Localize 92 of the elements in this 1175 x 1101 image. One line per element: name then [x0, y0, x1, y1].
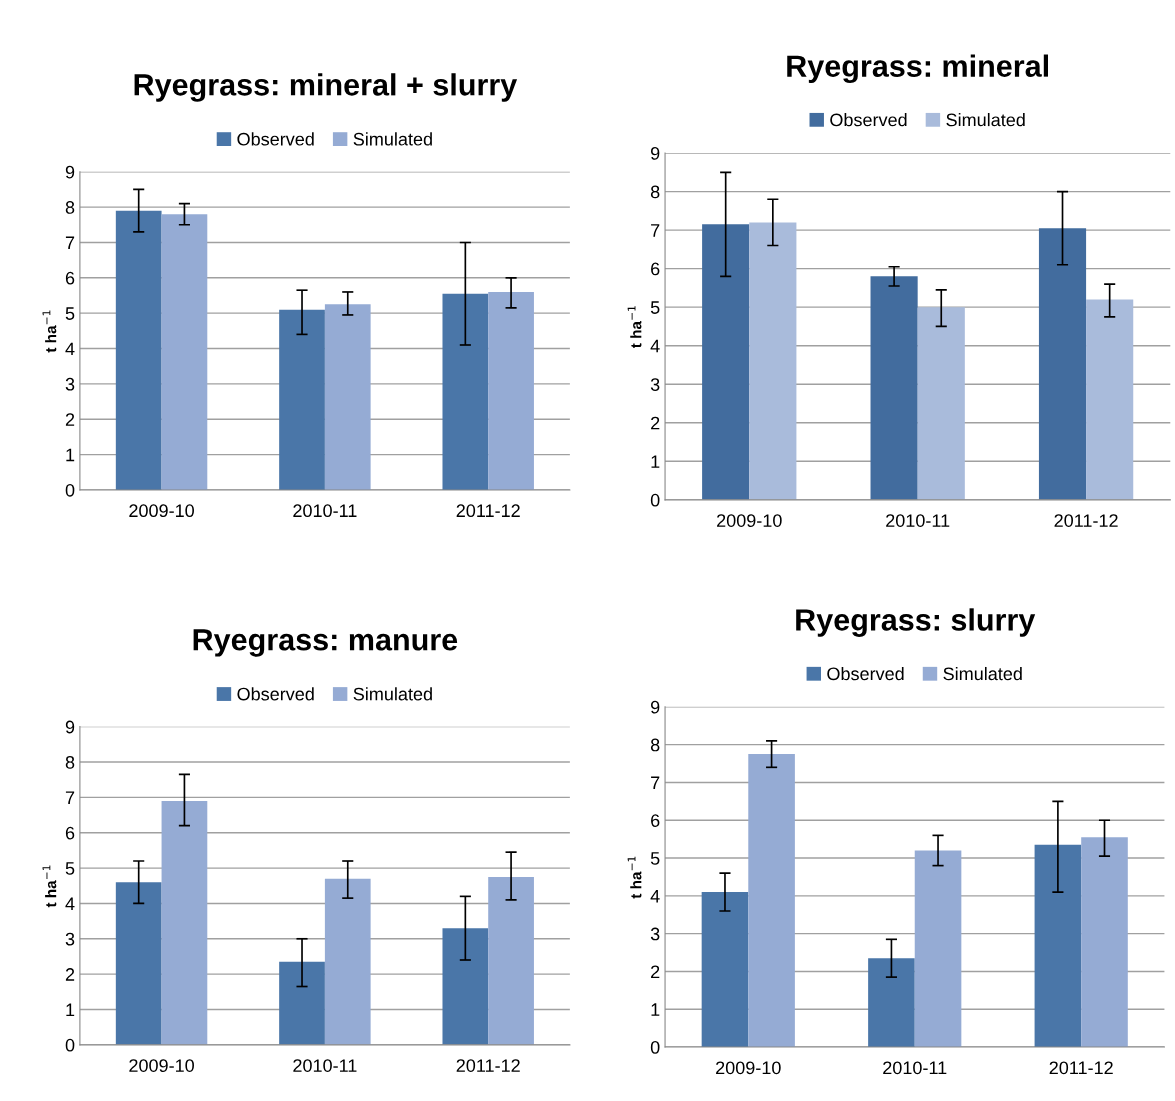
bar: [279, 961, 325, 1045]
x-tick-label: 2009-10: [129, 1059, 194, 1072]
y-tick-label: 0: [65, 1038, 75, 1052]
y-tick-label: 3: [650, 927, 660, 941]
y-tick-label: 9: [65, 720, 75, 734]
bar: [488, 291, 534, 490]
bar: [748, 754, 795, 1048]
y-axis-title: t ha$^{−1}$: [42, 310, 57, 353]
x-tick-label: 2010-11: [883, 1061, 947, 1075]
y-tick-label: 2: [65, 968, 75, 981]
bar: [1038, 228, 1087, 500]
x-tick-label: 2011-12: [456, 1059, 520, 1072]
y-tick-label: 9: [650, 146, 660, 160]
y-tick-label: 8: [650, 185, 660, 199]
chart-title: Ryegrass: mineral + slurry: [134, 73, 518, 102]
x-tick-label: 2011-12: [1049, 1061, 1113, 1075]
y-tick-label: 5: [65, 307, 75, 320]
y-tick-label: 5: [65, 862, 75, 875]
x-tick-label: 2009-10: [717, 514, 782, 528]
y-tick-label: 2: [651, 416, 660, 430]
bar: [749, 222, 797, 500]
bar: [161, 800, 208, 1045]
y-tick-label: 7: [65, 791, 75, 804]
y-tick-label: 7: [65, 236, 75, 250]
bar: [279, 309, 325, 490]
y-tick-label: 5: [650, 852, 660, 865]
legend-label: Simulated: [353, 687, 432, 701]
bar: [914, 850, 962, 1048]
chart-title: Ryegrass: mineral: [787, 54, 1048, 84]
y-tick-label: 1: [66, 1003, 75, 1017]
x-tick-label: 2010-11: [293, 504, 357, 518]
y-tick-label: 6: [651, 814, 660, 827]
y-axis-title: t ha$^{−1}$: [42, 865, 57, 908]
y-tick-label: 7: [651, 224, 660, 237]
y-tick-label: 4: [650, 889, 660, 903]
legend-label: Observed: [237, 687, 314, 701]
bar: [701, 892, 749, 1048]
y-tick-label: 2: [651, 965, 660, 978]
bar: [1081, 837, 1128, 1048]
y-tick-label: 3: [650, 378, 660, 391]
y-tick-label: 8: [65, 755, 75, 769]
y-tick-label: 4: [65, 897, 75, 910]
bar: [488, 876, 534, 1045]
legend-label: Simulated: [946, 113, 1025, 127]
chart-title: Ryegrass: slurry: [796, 608, 1036, 637]
legend-label: Simulated: [353, 132, 432, 146]
x-tick-label: 2009-10: [716, 1061, 781, 1075]
legend-label: Observed: [830, 113, 907, 127]
y-tick-label: 3: [65, 377, 75, 391]
y-tick-label: 6: [651, 262, 660, 276]
legend-label: Simulated: [943, 666, 1022, 681]
y-tick-label: 1: [651, 1003, 660, 1016]
bar: [115, 210, 162, 490]
x-tick-label: 2010-11: [293, 1059, 357, 1072]
bar: [161, 214, 208, 490]
bar: [868, 958, 915, 1048]
y-tick-label: 8: [650, 738, 660, 752]
y-axis-title: t ha$^{−1}$: [627, 856, 642, 899]
y-tick-label: 8: [65, 201, 75, 214]
bar: [1034, 844, 1082, 1048]
y-axis-title: t ha$^{−1}$: [627, 306, 642, 349]
y-tick-label: 2: [65, 413, 75, 426]
bar: [442, 293, 489, 490]
y-tick-label: 7: [651, 776, 660, 789]
bar: [870, 276, 918, 500]
x-tick-label: 2010-11: [886, 514, 950, 528]
bar: [702, 224, 750, 500]
y-tick-label: 5: [650, 301, 660, 314]
bar: [324, 304, 371, 490]
y-tick-label: 0: [650, 1040, 660, 1054]
y-tick-label: 6: [65, 826, 75, 840]
bar: [1086, 299, 1134, 500]
y-tick-label: 9: [65, 165, 75, 179]
y-tick-label: 0: [650, 493, 660, 507]
x-tick-label: 2009-10: [129, 504, 194, 518]
chart-title: Ryegrass: manure: [193, 629, 458, 657]
y-tick-label: 0: [65, 483, 75, 497]
y-tick-label: 9: [650, 700, 660, 714]
legend-label: Observed: [237, 132, 314, 146]
x-tick-label: 2011-12: [456, 504, 520, 518]
legend-label: Observed: [827, 666, 904, 681]
y-tick-label: 6: [65, 271, 75, 285]
bar: [442, 928, 489, 1045]
x-tick-label: 2011-12: [1054, 514, 1118, 528]
y-tick-label: 3: [65, 932, 75, 946]
bar: [324, 878, 371, 1045]
y-tick-label: 4: [650, 339, 660, 353]
y-tick-label: 1: [66, 448, 75, 462]
y-tick-label: 4: [65, 342, 75, 356]
bar: [115, 882, 162, 1045]
bar: [917, 307, 965, 500]
y-tick-label: 1: [651, 455, 660, 468]
